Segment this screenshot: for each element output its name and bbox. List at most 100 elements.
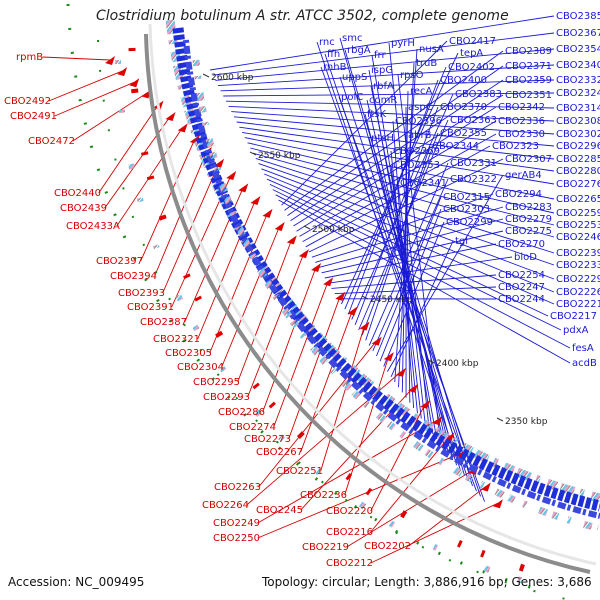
gene-label: CBO2270 [498,239,545,250]
reverse-gene-arrow [250,195,261,205]
gene-label: CBO2221 [556,299,600,310]
reverse-gene-arrow [262,208,273,218]
label-connector [288,295,341,440]
label-connector [328,256,513,284]
label-connector [408,486,487,547]
gene-label: rbfA [373,81,394,92]
label-connector [140,138,196,262]
gene-label: CBO2351 [505,90,552,101]
label-connector [273,281,329,428]
gene-label: CBO2400 [440,75,487,86]
gene-label: CBO2387 [140,317,187,328]
label-connector [371,54,434,435]
label-connector [390,240,454,377]
label-connector [221,225,281,368]
genome-map-title: Clostridium botulinum A str. ATCC 3502, … [96,8,509,24]
reverse-gene-arrow [274,221,285,231]
reverse-gene-arrow [371,336,382,346]
gene-label: CBO2402 [448,62,495,73]
gene-label: CBO2273 [244,434,291,445]
gene-label: CBO2245 [256,505,303,516]
gene-label: gerAB4 [505,170,542,181]
label-connector [162,162,220,294]
gene-label: CBO2254 [498,270,545,281]
label-connector [321,230,504,274]
gene-label: CBO2202 [364,541,411,552]
gene-label: CBO2249 [213,518,260,529]
label-connector [239,126,555,172]
gene-label: recA [410,86,433,97]
reverse-gene-arrow [177,123,188,133]
label-connector [215,48,555,81]
gene-label: CBO2304 [177,362,224,373]
label-connector [212,32,555,76]
gene-label: CBO2321 [153,334,200,345]
label-connector [316,41,461,471]
gene-label: CBO2286 [218,407,265,418]
label-connector [269,183,549,317]
gene-label: comR [369,95,397,106]
reverse-gene-arrow [420,399,431,409]
gene-label: tepA [460,48,483,59]
gene-label: truB [416,58,437,69]
gene-label: CBO2433A [66,221,120,232]
label-connector [324,243,497,279]
backbone-circle-main [144,33,591,574]
gene-label: CBO2219 [302,542,349,553]
gene-label: CBO2344 [432,141,479,152]
gene-label: CBO2263 [214,482,261,493]
label-connector [299,120,497,237]
label-connector [305,145,491,248]
label-connector [383,221,445,367]
tick-mark [427,359,435,364]
label-connector [241,131,555,185]
label-connector [370,85,446,450]
gene-label: CBO2212 [326,558,373,569]
gene-label: CBO2267 [256,447,303,458]
gene-label: ftsK [367,109,386,120]
backbone-circle [148,23,597,566]
gene-label: rnc [319,37,335,48]
gene-label: CBO2276 [556,179,600,190]
gene-label: CBO2341 [400,178,447,189]
tick-label: 2450 kbp [370,295,413,305]
gene-label: CBO2265 [556,194,600,205]
reverse-gene-labels: rpmB CBO2492 CBO2491 CBO2472 CBO2440 CBO2439 C… [4,52,411,569]
gene-label: rnhB [323,62,347,73]
gene-label: CBO2280 [556,166,600,177]
gene-label: ptsH [371,133,394,144]
label-connector [72,92,147,142]
tick-label: 2400 kbp [436,359,479,369]
gene-label: CBO2323 [492,141,539,152]
gene-label: CBO2246 [556,232,600,243]
gene-label: CBO2302 [556,129,600,140]
gene-label: CBO2397 [96,256,143,267]
gene-label: acdB [572,358,597,369]
label-connector [197,199,256,340]
label-connector [275,194,571,349]
gene-label: CBO2355 [440,128,487,139]
gene-label: CBO2307 [505,154,552,165]
tick-label: 2500 kbp [312,225,355,235]
label-connector [346,469,474,548]
gene-label: CBO2367 [556,28,600,39]
gene-label: CBO2259 [556,208,600,219]
tick-mark [361,295,369,300]
accession-text: Accession: NC_009495 [8,575,145,589]
gene-label: uppS [342,72,367,83]
label-connector [262,266,317,413]
gene-label: CBO2244 [498,294,545,305]
gene-label: CBO2342 [498,102,545,113]
gene-label: nusA [419,44,444,55]
gene-label: CBO2236 [300,490,347,501]
label-connector [370,436,450,533]
gene-label: CBO2371 [505,61,552,72]
gene-label: CBO2308 [556,116,600,127]
label-connector [225,100,555,109]
gene-label: CBO2492 [4,96,51,107]
gene-label: fesA [572,343,594,354]
tick-mark [249,151,257,156]
gene-label: CBO2264 [202,500,249,511]
reverse-label-connectors [42,56,503,564]
gene-label: rpsO [400,70,424,81]
